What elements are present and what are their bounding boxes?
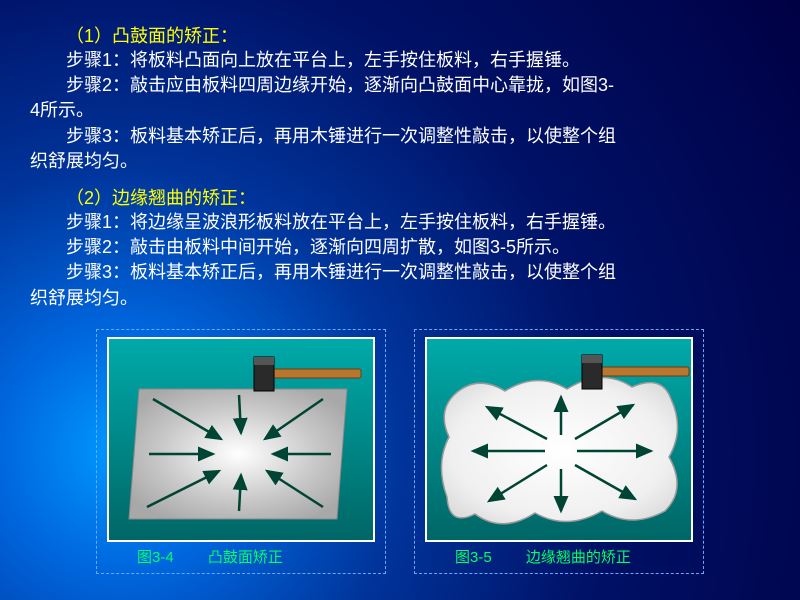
section1-step3b: 织舒展均匀。 (30, 149, 770, 174)
figure-3-4-caption: 图3-4 凸鼓面矫正 (97, 542, 385, 573)
figure-3-4-canvas (107, 337, 375, 542)
figure-3-5-canvas (425, 337, 693, 542)
section2-step3a: 步骤3：板料基本矫正后，再用木锤进行一次调整性敲击，以使整个组 (30, 260, 770, 285)
section2-step2: 步骤2：敲击由板料中间开始，逐渐向四周扩散，如图3-5所示。 (30, 235, 770, 260)
figure-3-5-svg (427, 339, 693, 542)
figures-row: 图3-4 凸鼓面矫正 (0, 329, 800, 574)
hammer-icon (254, 357, 361, 391)
figure-3-5: 图3-5 边缘翘曲的矫正 (414, 329, 704, 574)
section1-step2a: 步骤2：敲击应由板料四周边缘开始，逐渐向凸鼓面中心靠拢，如图3- (30, 73, 770, 98)
section1-title: （1）凸鼓面的矫正： (30, 22, 770, 48)
section1-step3a: 步骤3：板料基本矫正后，再用木锤进行一次调整性敲击，以使整个组 (30, 124, 770, 149)
figure-3-5-caption: 图3-5 边缘翘曲的矫正 (415, 542, 703, 573)
figure-3-4-num: 图3-4 (137, 549, 174, 566)
figure-3-4: 图3-4 凸鼓面矫正 (96, 329, 386, 574)
figure-3-4-label: 凸鼓面矫正 (208, 549, 283, 566)
figure-3-5-label: 边缘翘曲的矫正 (526, 549, 631, 566)
section2-step3b: 织舒展均匀。 (30, 286, 770, 311)
section2-step1: 步骤1：将边缘呈波浪形板料放在平台上，左手按住板料，右手握锤。 (30, 210, 770, 235)
hammer-icon (582, 355, 689, 389)
figure-3-5-num: 图3-5 (455, 549, 492, 566)
figure-3-4-svg (109, 339, 375, 542)
section2-title: （2）边缘翘曲的矫正： (30, 184, 770, 210)
section1-step2b: 4所示。 (30, 98, 770, 123)
text-content: （1）凸鼓面的矫正： 步骤1：将板料凸面向上放在平台上，左手按住板料，右手握锤。… (0, 0, 800, 321)
section1-step1: 步骤1：将板料凸面向上放在平台上，左手按住板料，右手握锤。 (30, 48, 770, 73)
